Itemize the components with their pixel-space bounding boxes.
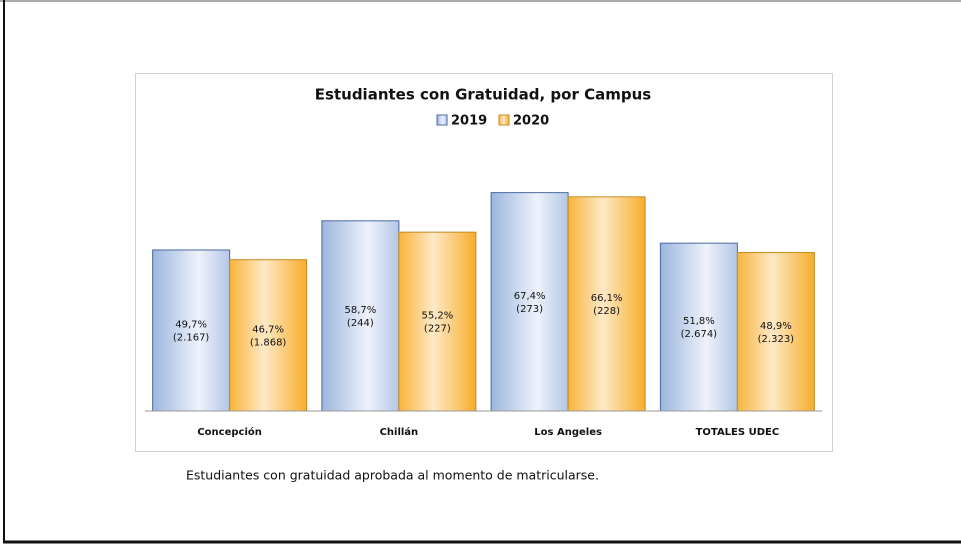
x-tick-label: Concepción [197,426,262,438]
count-label: (1.868) [250,337,287,348]
chart-title: Estudiantes con Gratuidad, por Campus [315,86,651,104]
count-label: (227) [424,324,451,335]
bar [321,220,400,412]
bar [736,252,815,412]
legend-swatch [498,114,510,126]
x-tick-label: TOTALES UDEC [696,427,780,438]
bar [567,196,646,412]
bar [152,249,231,412]
value-label: 46,7% [252,324,284,335]
value-label: 58,7% [344,305,376,316]
x-tick-label: Chillán [380,426,419,438]
value-label: 51,8% [683,316,715,327]
legend-swatch [436,114,448,126]
bar [659,242,738,412]
count-label: (2.674) [681,329,718,340]
value-label: 49,7% [175,319,207,330]
count-label: (244) [347,318,374,329]
x-tick-label: Los Angeles [534,427,602,438]
value-label: 48,9% [760,321,792,332]
value-label: 67,4% [514,291,546,302]
caption: Estudiantes con gratuidad aprobada al mo… [186,468,599,483]
count-label: (2.167) [173,332,210,343]
count-label: (273) [516,304,543,315]
count-label: (228) [593,306,620,317]
bar [229,259,308,412]
value-label: 66,1% [591,293,623,304]
value-label: 55,2% [421,311,453,322]
legend-label: 2020 [513,114,549,129]
count-label: (2.323) [758,334,795,345]
legend-label: 2019 [451,114,487,129]
